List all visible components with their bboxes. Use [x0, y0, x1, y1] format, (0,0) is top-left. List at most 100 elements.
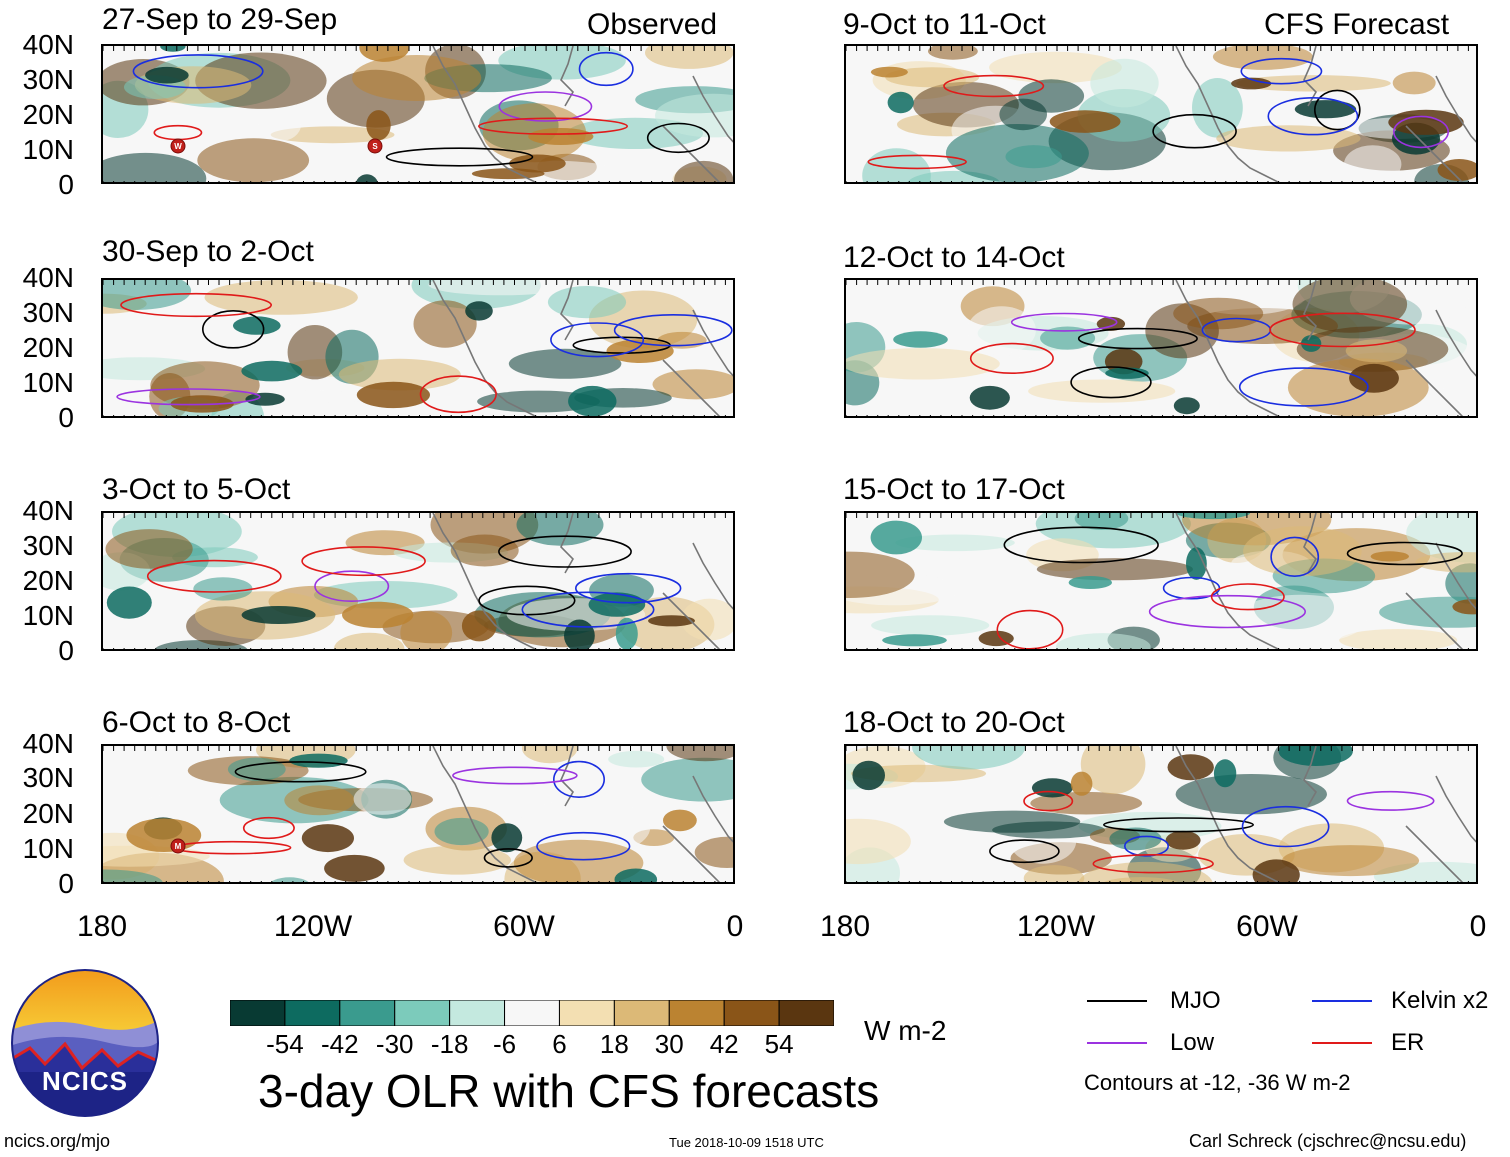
contour-er — [996, 609, 1064, 649]
olr-anomaly-blob — [1200, 378, 1276, 416]
coastline — [1435, 309, 1476, 377]
olr-anomaly-blob — [477, 390, 600, 413]
storm-marker-icon — [367, 138, 383, 154]
ncics-logo-text: NCICS — [42, 1066, 128, 1096]
olr-anomaly-core — [241, 360, 303, 382]
olr-anomaly-blob — [1023, 865, 1085, 882]
lat-label-10n: 10N — [22, 833, 74, 864]
cfs-forecast-label: CFS Forecast — [1264, 8, 1450, 41]
olr-anomaly-core — [564, 619, 595, 649]
olr-anomaly-blob — [284, 785, 355, 816]
lat-label-40n: 40N — [22, 262, 74, 293]
olr-anomaly-field — [846, 280, 1476, 416]
olr-anomaly-field — [103, 513, 733, 649]
panel-title-6: 12-Oct to 14-Oct — [843, 241, 1065, 274]
olr-anomaly-blob — [258, 108, 301, 142]
lat-label-20n: 20N — [22, 798, 74, 829]
coastline — [662, 359, 721, 416]
contour-kelvin — [1241, 805, 1330, 848]
lon-label-0: 0 — [1469, 910, 1487, 943]
observed-label: Observed — [587, 8, 718, 41]
olr-anomaly-core — [893, 331, 948, 348]
coastline — [1405, 125, 1464, 182]
coastline — [432, 280, 537, 416]
olr-anomaly-core — [1370, 551, 1409, 562]
contour-mjo — [989, 839, 1060, 864]
colorbar-swatch-5 — [504, 999, 560, 1027]
olr-anomaly-blob — [403, 845, 511, 875]
olr-anomaly-core — [289, 753, 348, 768]
olr-map-panel-4: M — [101, 744, 735, 884]
colorbar-tick-label: -6 — [492, 1029, 517, 1059]
olr-anomaly-core — [1186, 547, 1207, 580]
lon-label-0: 0 — [726, 910, 744, 943]
olr-anomaly-core — [509, 154, 566, 173]
olr-anomaly-blob — [871, 615, 990, 636]
contour-mjo — [201, 309, 265, 349]
coastline — [692, 775, 733, 843]
contour-er — [969, 342, 1054, 375]
contour-er — [242, 816, 295, 840]
olr-anomaly-blob — [992, 821, 1106, 839]
lon-label-60w: 60W — [493, 910, 555, 943]
olr-anomaly-blob — [674, 160, 733, 182]
contour-low — [1148, 594, 1306, 629]
contour-kelvin — [536, 831, 631, 861]
contour-low — [1010, 312, 1118, 332]
contour-mjo — [1152, 113, 1237, 149]
legend-line-er — [1312, 1042, 1372, 1044]
colorbar-tick-label: 42 — [709, 1029, 739, 1059]
storm-marker-letter: S — [372, 142, 378, 151]
lat-label-30n: 30N — [22, 297, 74, 328]
olr-anomaly-blob — [105, 529, 193, 569]
olr-anomaly-blob — [197, 138, 310, 182]
colorbar-tick-label: 30 — [654, 1029, 684, 1059]
coastline — [1405, 592, 1464, 649]
lat-label-20n: 20N — [22, 565, 74, 596]
olr-anomaly-core — [882, 634, 947, 647]
coastline — [1175, 280, 1280, 416]
contour-low — [452, 766, 578, 785]
contour-low — [314, 570, 390, 602]
legend-label-kelvin: Kelvin x2 — [1391, 987, 1489, 1014]
lat-label-0: 0 — [58, 635, 74, 666]
coastline — [1303, 280, 1317, 341]
olr-anomaly-blob — [434, 817, 489, 846]
olr-anomaly-blob — [1030, 791, 1143, 815]
olr-anomaly-blob — [204, 280, 358, 315]
olr-anomaly-blob — [912, 746, 1026, 770]
legend-line-mjo — [1087, 1000, 1147, 1002]
contour-kelvin — [578, 51, 634, 87]
olr-anomaly-blob — [513, 839, 644, 882]
panel-title-4: 6-Oct to 8-Oct — [102, 706, 291, 739]
contour-er — [1210, 583, 1285, 611]
olr-anomaly-blob — [608, 750, 665, 768]
olr-anomaly-blob — [1040, 326, 1096, 350]
olr-anomaly-blob — [1392, 71, 1436, 95]
olr-anomaly-blob — [1175, 774, 1327, 815]
olr-anomaly-blob — [862, 148, 931, 182]
contour-er — [1269, 312, 1416, 348]
colorbar-tick-label: -54 — [266, 1029, 304, 1059]
olr-anomaly-core — [126, 818, 202, 852]
olr-anomaly-core — [969, 385, 1010, 410]
legend-label-low: Low — [1170, 1029, 1215, 1056]
olr-anomaly-core — [1167, 754, 1214, 781]
olr-anomaly-blob — [846, 818, 911, 865]
lat-label-20n: 20N — [22, 99, 74, 130]
lat-label-40n: 40N — [22, 728, 74, 759]
olr-anomaly-blob — [846, 348, 1000, 380]
olr-anomaly-core — [870, 520, 922, 555]
colorbar — [229, 999, 835, 1027]
legend-label-er: ER — [1391, 1029, 1425, 1056]
contour-mjo — [1313, 89, 1361, 131]
legend-label-mjo: MJO — [1170, 987, 1221, 1014]
olr-anomaly-core — [615, 617, 638, 649]
storm-marker-letter: M — [175, 842, 182, 851]
olr-anomaly-core — [233, 316, 281, 335]
olr-anomaly-field — [846, 513, 1476, 649]
olr-anomaly-blob — [999, 98, 1047, 131]
panel-title-7: 15-Oct to 17-Oct — [843, 473, 1065, 506]
olr-anomaly-core — [1165, 830, 1201, 850]
